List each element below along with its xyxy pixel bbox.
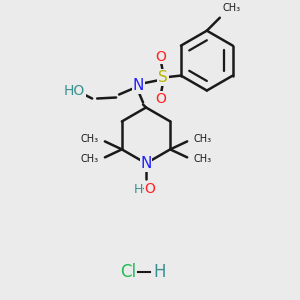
- Text: H: H: [134, 183, 143, 196]
- Text: Cl: Cl: [120, 263, 136, 281]
- Text: HO: HO: [64, 83, 85, 98]
- Text: O: O: [156, 50, 167, 64]
- Text: O: O: [145, 182, 155, 196]
- Text: N: N: [140, 156, 152, 171]
- Text: CH₃: CH₃: [81, 134, 99, 144]
- Text: N: N: [132, 78, 144, 93]
- Text: CH₃: CH₃: [193, 154, 211, 164]
- Text: H: H: [154, 263, 166, 281]
- Text: CH₃: CH₃: [81, 154, 99, 164]
- Text: CH₃: CH₃: [223, 3, 241, 13]
- Text: O: O: [156, 92, 167, 106]
- Text: CH₃: CH₃: [193, 134, 211, 144]
- Text: S: S: [158, 70, 168, 85]
